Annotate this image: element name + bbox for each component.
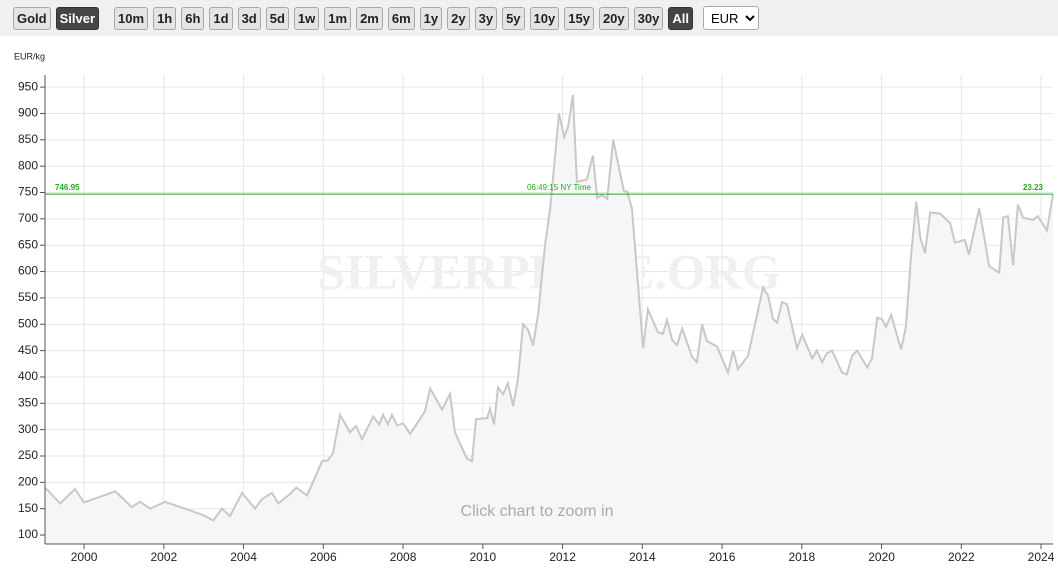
y-tick-label: 450	[18, 343, 38, 357]
toolbar-button[interactable]: All	[668, 6, 693, 30]
y-tick-label: 600	[18, 264, 38, 278]
y-tick-label: 900	[18, 106, 38, 120]
x-tick-label: 2012	[549, 550, 576, 564]
currency-select[interactable]: EUR	[702, 6, 759, 30]
toolbar-button[interactable]: 1m	[324, 6, 352, 30]
toolbar-button[interactable]: 3d	[237, 6, 261, 30]
y-tick-label: 650	[18, 237, 38, 251]
toolbar-button[interactable]: 6h	[181, 6, 205, 30]
toolbar-button[interactable]: 15y	[564, 6, 594, 30]
toolbar-button[interactable]: 1d	[209, 6, 233, 30]
y-tick-label: 500	[18, 316, 38, 330]
y-tick-label: 850	[18, 132, 38, 146]
price-line	[44, 94, 1054, 522]
y-tick-label: 150	[18, 501, 38, 515]
zoom-hint: Click chart to zoom in	[461, 503, 614, 520]
x-tick-label: 2002	[150, 550, 177, 564]
toolbar: Gold Silver 10m 1h 6h 1d 3d 5d 1w 1m 2m 6m 1y 2y 3y 5y 1…	[0, 0, 1058, 36]
y-tick-label: 700	[18, 211, 38, 225]
toolbar-button[interactable]: 10m	[114, 6, 149, 30]
y-tick-label: 950	[18, 79, 38, 93]
y-tick-label: 400	[18, 369, 38, 383]
toolbar-button[interactable]: Silver	[55, 6, 100, 30]
x-tick-label: 2008	[390, 550, 417, 564]
x-tick-label: 2022	[948, 550, 975, 564]
toolbar-button[interactable]: 1h	[153, 6, 177, 30]
x-tick-label: 2016	[709, 550, 736, 564]
toolbar-button[interactable]: 6m	[387, 6, 415, 30]
toolbar-button[interactable]: 1w	[293, 6, 320, 30]
toolbar-button[interactable]: Gold	[13, 6, 51, 30]
y-tick-label: 350	[18, 395, 38, 409]
x-tick-label: 2000	[71, 550, 98, 564]
chart[interactable]: EUR/kg 100 150 200 250 300 350 400 450 500 550 600…	[0, 36, 1058, 575]
x-tick-label: 2020	[868, 550, 895, 564]
y-tick-label: 200	[18, 475, 38, 489]
toolbar-button[interactable]: 5y	[502, 6, 525, 30]
y-axis-label: EUR/kg	[14, 51, 45, 61]
x-tick-label: 2010	[469, 550, 496, 564]
y-tick-label: 250	[18, 448, 38, 462]
y-tick-label: 750	[18, 185, 38, 199]
x-tick-label: 2006	[310, 550, 337, 564]
toolbar-button[interactable]: 30y	[633, 6, 664, 30]
current-time-label: 06:49:15 NY Time	[527, 183, 591, 192]
area	[45, 95, 1053, 544]
x-tick-label: 2014	[629, 550, 656, 564]
toolbar-button[interactable]: 3y	[474, 6, 498, 30]
x-tick-label: 2024	[1028, 550, 1055, 564]
toolbar-button[interactable]: 20y	[598, 6, 629, 30]
x-tick-label: 2004	[230, 550, 257, 564]
y-tick-label: 550	[18, 290, 38, 304]
y-tick-label: 800	[18, 158, 38, 172]
toolbar-button[interactable]: 1y	[419, 6, 443, 30]
current-oz-price-label: 23.23	[1023, 183, 1044, 192]
toolbar-button[interactable]: 2y	[447, 6, 470, 30]
current-price-label: 746.95	[55, 183, 80, 192]
toolbar-button[interactable]: 5d	[265, 6, 289, 30]
y-tick-label: 300	[18, 422, 38, 436]
y-tick-label: 100	[18, 527, 38, 541]
toolbar-button[interactable]: 2m	[356, 6, 383, 30]
x-tick-label: 2018	[788, 550, 815, 564]
toolbar-button[interactable]: 10y	[529, 6, 560, 30]
